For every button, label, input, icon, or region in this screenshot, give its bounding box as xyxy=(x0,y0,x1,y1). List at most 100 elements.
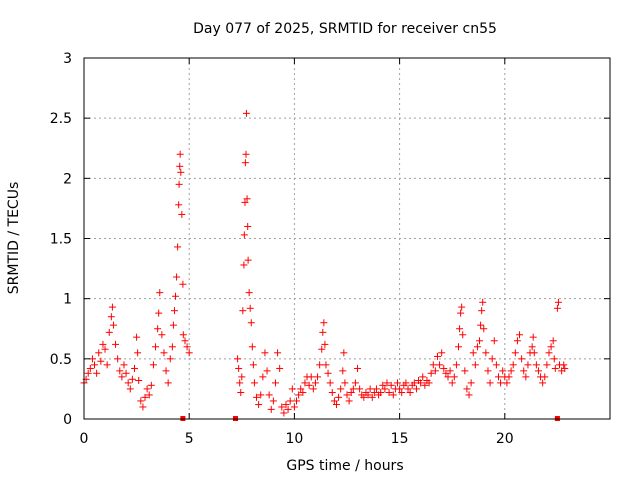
data-point xyxy=(105,328,113,336)
data-point xyxy=(314,373,322,381)
data-point xyxy=(490,337,498,345)
data-point xyxy=(541,373,549,381)
y-tick-label: 2 xyxy=(63,171,72,187)
data-point xyxy=(114,355,122,363)
data-point xyxy=(282,401,290,409)
data-point xyxy=(463,385,471,393)
data-point xyxy=(328,389,336,397)
data-point xyxy=(406,389,414,397)
data-point xyxy=(241,198,249,206)
data-point xyxy=(337,385,345,393)
data-point xyxy=(240,261,248,269)
data-point xyxy=(402,379,410,387)
data-point xyxy=(513,337,521,345)
data-point xyxy=(293,397,301,405)
data-point xyxy=(539,379,547,387)
data-point xyxy=(147,381,155,389)
data-point xyxy=(238,373,246,381)
data-point xyxy=(154,325,162,333)
y-tick-label: 0 xyxy=(63,412,72,428)
data-point xyxy=(347,389,355,397)
data-point xyxy=(175,180,183,188)
axis-ticks: 0 5 10 15 20 0 0.5 1 1.5 2 2.5 3 xyxy=(50,51,610,447)
data-point xyxy=(126,385,134,393)
x-tick-label: 5 xyxy=(185,431,194,447)
data-point xyxy=(509,361,517,369)
data-point xyxy=(518,355,526,363)
data-point xyxy=(322,361,330,369)
data-point xyxy=(257,391,265,399)
data-point xyxy=(271,379,279,387)
data-point xyxy=(107,313,115,321)
data-point xyxy=(135,376,143,384)
data-point xyxy=(387,381,395,389)
data-point xyxy=(427,369,435,377)
data-point xyxy=(269,397,277,405)
data-point xyxy=(349,385,357,393)
data-point xyxy=(326,379,334,387)
data-point xyxy=(261,349,269,357)
x-tick-label: 15 xyxy=(391,431,409,447)
data-point xyxy=(101,345,109,353)
y-tick-label: 0.5 xyxy=(50,352,72,368)
data-point xyxy=(560,361,568,369)
data-point xyxy=(168,343,176,351)
data-point xyxy=(297,385,305,393)
data-point xyxy=(356,385,364,393)
data-point xyxy=(532,361,540,369)
data-point xyxy=(311,379,319,387)
data-point xyxy=(112,340,120,348)
data-point xyxy=(162,367,170,375)
data-point xyxy=(554,298,562,306)
data-point xyxy=(456,325,464,333)
data-point xyxy=(158,331,166,339)
data-point xyxy=(263,367,271,375)
data-point xyxy=(241,159,249,167)
data-point xyxy=(295,391,303,399)
data-point xyxy=(240,231,248,239)
data-point xyxy=(553,304,561,312)
data-point xyxy=(507,367,515,375)
data-point xyxy=(139,403,147,411)
data-point xyxy=(95,349,103,357)
data-point xyxy=(237,389,245,397)
data-point xyxy=(181,337,189,345)
data-point xyxy=(516,331,524,339)
data-point xyxy=(99,340,107,348)
data-point xyxy=(173,273,181,281)
data-point xyxy=(143,385,151,393)
data-point xyxy=(236,379,244,387)
data-point xyxy=(473,343,481,351)
data-point xyxy=(417,379,425,387)
y-tick-label: 1.5 xyxy=(50,232,72,248)
data-point xyxy=(307,373,315,381)
data-point xyxy=(122,369,130,377)
data-point xyxy=(176,150,184,158)
data-point xyxy=(429,361,437,369)
data-point xyxy=(479,298,487,306)
x-tick-label: 20 xyxy=(496,431,514,447)
data-point xyxy=(398,389,406,397)
data-point xyxy=(235,364,243,372)
data-point xyxy=(549,337,557,345)
data-point xyxy=(522,373,530,381)
data-point xyxy=(457,309,465,317)
data-point xyxy=(364,391,372,399)
data-point xyxy=(458,303,466,311)
y-tick-label: 1 xyxy=(63,292,72,308)
data-point xyxy=(529,333,537,341)
data-point xyxy=(243,195,251,203)
data-point xyxy=(381,385,389,393)
data-point xyxy=(442,369,450,377)
data-point xyxy=(249,361,257,369)
data-point xyxy=(550,355,558,363)
data-point xyxy=(301,379,309,387)
data-point xyxy=(128,375,136,383)
data-point xyxy=(494,373,502,381)
data-point xyxy=(133,333,141,341)
data-point xyxy=(476,337,484,345)
data-point xyxy=(170,307,178,315)
data-points xyxy=(80,109,569,417)
data-point xyxy=(469,349,477,357)
data-point xyxy=(286,397,294,405)
